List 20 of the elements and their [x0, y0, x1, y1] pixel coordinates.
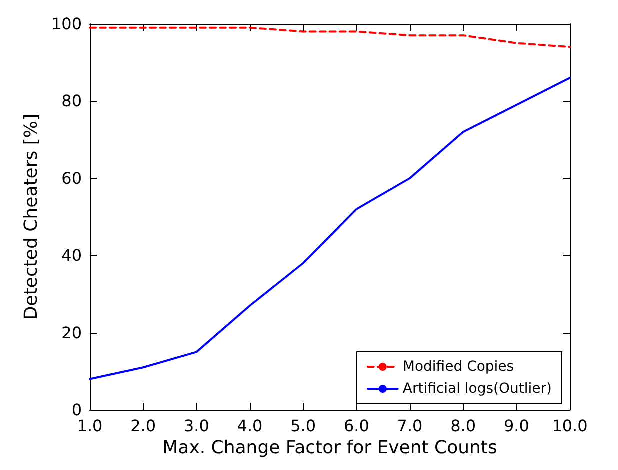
line-series	[89, 77, 571, 380]
line-series	[89, 26, 571, 48]
x-tick-label: 3.0	[184, 416, 210, 436]
x-tick-label: 8.0	[450, 416, 476, 436]
y-axis-title: Detected Cheaters [%]	[21, 114, 42, 320]
x-tick-label: 10.0	[552, 416, 588, 436]
legend-label: Modified Copies	[402, 359, 514, 375]
y-tick-label: 80	[62, 92, 82, 111]
y-tick-label: 60	[62, 168, 82, 188]
x-tick-label: 4.0	[237, 416, 263, 436]
x-tick-label: 2.0	[130, 416, 156, 436]
y-tick-label: 100	[51, 14, 82, 34]
y-tick-label: 20	[62, 323, 82, 342]
x-tick-label: 9.0	[504, 416, 530, 436]
legend-label: Artificial logs(Outlier)	[402, 381, 552, 397]
x-tick-label: 7.0	[397, 416, 423, 436]
x-tick-label: 6.0	[344, 416, 370, 436]
y-tick-label: 40	[62, 246, 82, 266]
x-tick-label: 5.0	[290, 416, 316, 436]
x-axis-title: Max. Change Factor for Event Counts	[162, 438, 498, 458]
